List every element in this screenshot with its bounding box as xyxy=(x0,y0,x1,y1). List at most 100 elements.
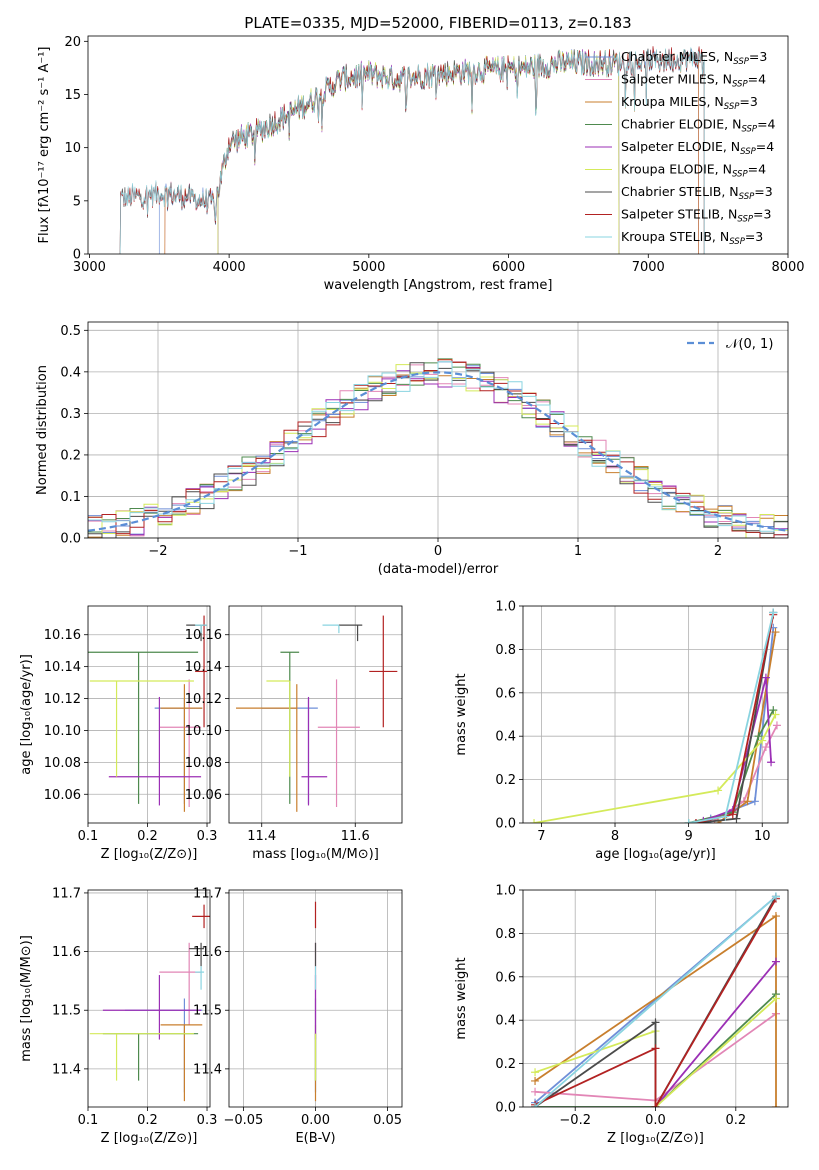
age_vs_Z-xtick-label: 0.1 xyxy=(78,829,99,844)
spectrum-legend-label: Salpeter ELODIE, NSSP=4 xyxy=(621,139,774,157)
spectrum-xtick-label: 5000 xyxy=(352,260,385,275)
mass_weight_vs_Z-ylabel: mass weight xyxy=(454,957,469,1039)
mass_weight_vs_Z-plus-marker xyxy=(771,912,780,921)
mass_weight_vs_Z-plus-marker xyxy=(651,1103,660,1107)
mass_vs_EBV-xtick-label: 0.00 xyxy=(301,1113,330,1128)
spectrum-legend-label: Kroupa MILES, NSSP=3 xyxy=(621,94,758,112)
mass_weight_vs_Z-ytick-label: 0.6 xyxy=(495,970,516,985)
age_vs_Z-xtick-label: 0.2 xyxy=(137,829,158,844)
age_vs_Z-ytick-label: 10.08 xyxy=(44,756,81,771)
mass_weight_vs_Z-series-line xyxy=(534,898,777,1107)
mass_vs_EBV-xtick-label: −0.05 xyxy=(223,1113,263,1128)
spectrum-xtick-label: 7000 xyxy=(632,260,665,275)
residuals-plot-area xyxy=(88,322,788,538)
mass_weight_vs_Z-panel: −0.2 0.0 0.2 0.0 0.2 0.4 0.6 0.8 1.0 Z [log₁₀(Z/Z… xyxy=(454,884,789,1146)
spectrum-legend-label: Kroupa STELIB, NSSP=3 xyxy=(621,229,763,247)
mass_weight_vs_Z-frame xyxy=(522,889,789,1108)
age_vs_Z-errorbar-point xyxy=(88,651,199,804)
mass_vs_Z-errorbar-point xyxy=(192,904,210,929)
mass_weight_vs_age-xlabel: age [log₁₀(age/yr)] xyxy=(595,847,716,862)
residuals-xtick-label: −2 xyxy=(148,544,167,559)
residuals-xtick-label: 0 xyxy=(434,544,442,559)
spectrum-ytick-label: 15 xyxy=(64,88,81,103)
mass_weight_vs_Z-series-line xyxy=(534,895,777,1107)
mass_vs_Z-errorbar-point xyxy=(160,1024,203,1102)
mass_weight_vs_Z-plus-marker xyxy=(771,957,780,966)
mass_weight_vs_age-xtick-label: 9 xyxy=(684,829,692,844)
age_vs_mass-errorbar-point xyxy=(266,680,291,777)
residuals-xtick-label: 1 xyxy=(574,544,582,559)
mass_weight_vs_age-plus-marker xyxy=(754,732,763,741)
mass_weight_vs_age-plus-marker xyxy=(771,710,780,719)
spectrum-xtick-label: 8000 xyxy=(771,260,804,275)
spectrum-legend-label: Chabrier ELODIE, NSSP=4 xyxy=(621,117,776,135)
age_vs_mass-errorbar-point xyxy=(369,615,398,728)
mass_weight_vs_age-series-line xyxy=(533,714,777,823)
age_vs_Z-xlabel: Z [log₁₀(Z/Z⊙)] xyxy=(101,847,198,862)
spectrum-legend-label: Chabrier STELIB, NSSP=3 xyxy=(621,184,773,202)
mass_weight_vs_age-plus-marker xyxy=(684,819,693,823)
mass_weight_vs_age-ytick-label: 0.8 xyxy=(495,643,516,658)
mass_vs_Z-plot-area xyxy=(88,890,210,1107)
age_vs_Z-errorbar-point xyxy=(89,680,194,777)
mass_vs_Z-ytick-label: 11.7 xyxy=(52,886,81,901)
mass_vs_EBV-panel: −0.05 0.00 0.05 11.4 11.5 11.6 11.7 E(B-V) xyxy=(193,886,403,1146)
age_vs_mass-errorbar-point xyxy=(322,624,340,634)
mass_weight_vs_age-ytick-label: 0.2 xyxy=(495,773,516,788)
mass_vs_Z-errorbar-point xyxy=(124,998,203,1093)
mass_vs_EBV-ytick-label: 11.4 xyxy=(193,1062,222,1077)
age_vs_mass-ytick-label: 10.06 xyxy=(185,788,222,803)
mass_vs_EBV-ytick-label: 11.7 xyxy=(193,886,222,901)
mass_weight_vs_age-panel: 7 8 9 10 0.0 0.2 0.4 0.6 0.8 1.0 age [log₁₀(age/yr… xyxy=(454,600,789,862)
spectrum-ytick-label: 0 xyxy=(73,248,81,263)
normal-reference-curve xyxy=(88,371,788,532)
mass_vs_EBV-xlabel: E(B-V) xyxy=(295,1131,335,1146)
spectrum-legend-label: Chabrier MILES, NSSP=3 xyxy=(621,49,767,67)
spectrum-legend-label: Salpeter MILES, NSSP=4 xyxy=(621,72,766,90)
mass_weight_vs_age-frame xyxy=(522,605,789,824)
spectrum-xtick-label: 4000 xyxy=(213,260,246,275)
age_vs_mass-errorbar-point xyxy=(236,684,298,812)
mass_vs_Z-xtick-label: 0.2 xyxy=(137,1113,158,1128)
spectrum-series-line xyxy=(217,49,620,254)
age_vs_Z-ytick-label: 10.14 xyxy=(44,660,81,675)
residual-histogram-series xyxy=(88,361,788,538)
age_vs_mass-ytick-label: 10.16 xyxy=(185,628,222,643)
mass_vs_Z-ytick-label: 11.5 xyxy=(52,1004,81,1019)
residuals-panel: −2 −1 0 1 2 0.0 0.1 0.2 0.3 0.4 0.5 (data-model)/er… xyxy=(35,321,789,577)
residuals-ytick-label: 0.0 xyxy=(60,532,81,547)
mass_weight_vs_age-plus-marker xyxy=(769,706,778,715)
mass_weight_vs_Z-series-line xyxy=(654,961,777,1107)
mass_weight_vs_age-ytick-label: 0.4 xyxy=(495,730,516,745)
mass_weight_vs_age-plus-marker xyxy=(721,812,730,821)
spectrum-ytick-label: 10 xyxy=(64,141,81,156)
mass_vs_EBV-ytick-label: 11.6 xyxy=(193,945,222,960)
age_vs_mass-errorbar-point xyxy=(301,696,328,806)
mass_weight_vs_Z-plus-marker xyxy=(651,1044,660,1053)
mass_weight_vs_age-plus-marker xyxy=(530,819,539,823)
mass_vs_EBV-xtick-label: 0.05 xyxy=(373,1113,402,1128)
age_vs_mass-xtick-label: 11.6 xyxy=(341,829,370,844)
mass_vs_EBV-plot-area xyxy=(229,890,402,1107)
mass_weight_vs_Z-plus-marker xyxy=(531,1103,540,1107)
mass_weight_vs_Z-ytick-label: 0.2 xyxy=(495,1057,516,1072)
mass_vs_Z-frame xyxy=(87,889,211,1108)
spectrum-series-line xyxy=(217,49,620,254)
residuals-ylabel: Normed distribution xyxy=(35,365,50,495)
mass_weight_vs_Z-plus-marker xyxy=(651,1018,660,1027)
mass_weight_vs_Z-plus-marker xyxy=(531,1076,540,1085)
mass_weight_vs_age-plus-marker xyxy=(750,797,759,806)
mass_weight_vs_Z-xtick-label: 0.0 xyxy=(645,1113,666,1128)
residual-histogram-series xyxy=(88,361,788,532)
spectrum-xtick-label: 6000 xyxy=(492,260,525,275)
age_vs_Z-panel: 0.1 0.2 0.3 10.06 10.08 10.10 10.12 10.14 10.16 Z… xyxy=(19,605,218,862)
residuals-xtick-label: −1 xyxy=(288,544,307,559)
residual-legend-label: 𝒩(0, 1) xyxy=(726,337,773,352)
mass_weight_vs_Z-plus-marker xyxy=(771,1103,780,1107)
age_vs_mass-ytick-label: 10.12 xyxy=(185,692,222,707)
mass_vs_Z-errorbar-point xyxy=(159,942,202,1025)
mass_weight_vs_age-plot-area xyxy=(523,606,788,823)
mass_weight_vs_age-xtick-label: 8 xyxy=(611,829,619,844)
age_vs_Z-xtick-label: 0.3 xyxy=(197,829,218,844)
